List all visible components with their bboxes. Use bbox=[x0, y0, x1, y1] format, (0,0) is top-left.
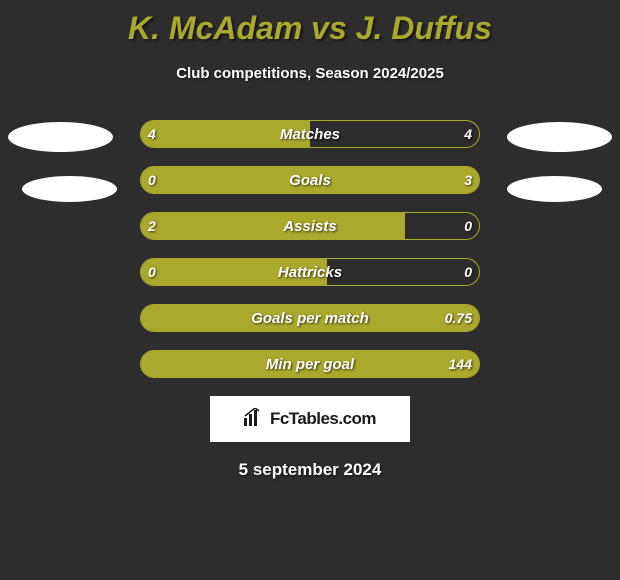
stats-container: Matches44Goals03Assists20Hattricks00Goal… bbox=[0, 120, 620, 378]
stat-row: Hattricks0 0 bbox=[0, 258, 620, 286]
stat-row: Goals per match0.75 bbox=[0, 304, 620, 332]
stat-value-right: 4 bbox=[464, 120, 472, 148]
stat-label: Goals bbox=[141, 167, 479, 194]
stat-label: Goals per match bbox=[141, 305, 479, 332]
stat-bar-track: Min per goal bbox=[140, 350, 480, 378]
stat-value-left: 4 bbox=[148, 120, 156, 148]
snapshot-date: 5 september 2024 bbox=[0, 460, 620, 480]
stat-label: Assists bbox=[141, 213, 479, 240]
chart-icon bbox=[244, 408, 266, 431]
stat-value-right: 0.75 bbox=[445, 304, 472, 332]
stat-value-right: 0 bbox=[464, 212, 472, 240]
stat-value-right: 0 bbox=[464, 258, 472, 286]
stat-value-right: 3 bbox=[464, 166, 472, 194]
stat-bar-track: Assists bbox=[140, 212, 480, 240]
stat-value-left: 0 bbox=[148, 166, 156, 194]
stat-bar-track: Matches bbox=[140, 120, 480, 148]
stat-bar-track: Goals bbox=[140, 166, 480, 194]
comparison-subtitle: Club competitions, Season 2024/2025 bbox=[0, 65, 620, 82]
stat-value-left: 2 bbox=[148, 212, 156, 240]
brand-logo: FcTables.com bbox=[210, 396, 410, 442]
stat-label: Min per goal bbox=[141, 351, 479, 378]
stat-value-left: 0 bbox=[148, 258, 156, 286]
stat-row: Min per goal144 bbox=[0, 350, 620, 378]
stat-row: Goals0 3 bbox=[0, 166, 620, 194]
stat-label: Hattricks bbox=[141, 259, 479, 286]
stat-label: Matches bbox=[141, 121, 479, 148]
stat-row: Matches4 4 bbox=[0, 120, 620, 148]
stat-bar-track: Hattricks bbox=[140, 258, 480, 286]
stat-bar-track: Goals per match bbox=[140, 304, 480, 332]
comparison-title: K. McAdam vs J. Duffus bbox=[0, 0, 620, 47]
stat-row: Assists2 0 bbox=[0, 212, 620, 240]
brand-logo-text: FcTables.com bbox=[270, 409, 376, 429]
stat-value-right: 144 bbox=[449, 350, 472, 378]
